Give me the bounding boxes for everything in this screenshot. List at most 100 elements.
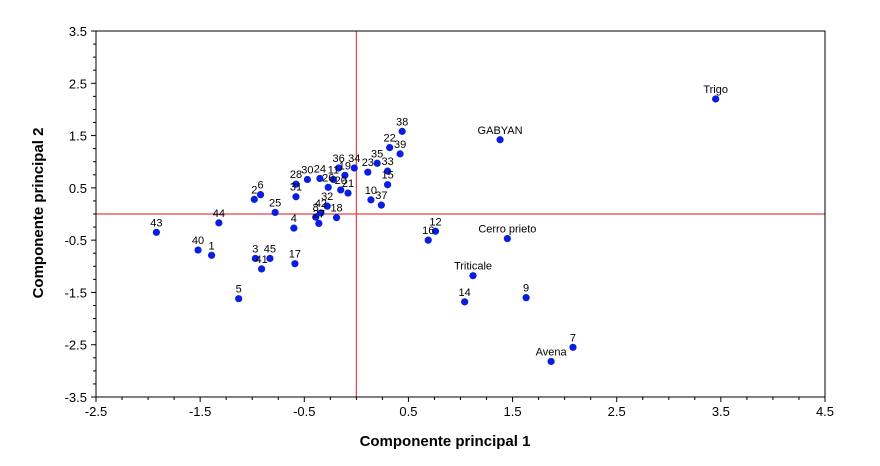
data-point xyxy=(329,175,338,184)
data-point xyxy=(317,209,325,217)
x-tick-label: 2.5 xyxy=(608,404,626,419)
point-label: GABYAN xyxy=(478,125,523,137)
x-tick-label: 4.5 xyxy=(816,404,834,419)
x-tick-label: -2.5 xyxy=(85,404,107,419)
data-point xyxy=(431,227,440,235)
point-label: 45 xyxy=(264,243,276,255)
x-axis-title: Componente principal 1 xyxy=(360,433,531,450)
point-label: 14 xyxy=(459,287,471,299)
data-point xyxy=(384,167,392,175)
data-point xyxy=(424,236,432,244)
data-point xyxy=(384,181,392,189)
data-point xyxy=(350,164,358,172)
axis-ticks: -2.5 -1.5 -0.5 0.5 1.5 2.5 3.5 4.5 3.5 2.5 1.5 0.5 -… xyxy=(65,24,834,419)
data-point xyxy=(323,202,331,210)
data-point xyxy=(398,127,406,135)
data-point xyxy=(256,191,265,199)
data-point xyxy=(712,95,720,103)
data-point xyxy=(344,189,352,197)
point-label: 18 xyxy=(330,203,342,215)
point-label: 15 xyxy=(381,170,393,182)
point-label: 9 xyxy=(523,283,529,295)
data-point xyxy=(291,260,299,268)
point-label: 22 xyxy=(384,133,396,145)
point-label: 24 xyxy=(314,163,326,175)
point-label: 38 xyxy=(396,116,408,128)
data-point xyxy=(496,136,504,144)
point-label: 12 xyxy=(429,216,441,228)
data-point xyxy=(373,159,381,167)
point-label: 21 xyxy=(342,178,354,190)
data-point xyxy=(194,246,202,254)
point-label: 37 xyxy=(375,190,387,202)
point-label: 25 xyxy=(269,197,281,209)
data-point xyxy=(364,168,372,176)
data-point xyxy=(271,208,279,217)
data-point xyxy=(290,224,298,232)
y-tick-label: 2.5 xyxy=(69,76,87,91)
y-tick-label: 1.5 xyxy=(69,129,87,144)
x-tick-label: 0.5 xyxy=(399,404,417,419)
y-axis-title: Componente principal 2 xyxy=(30,128,47,299)
point-label: 3 xyxy=(252,243,258,255)
data-point xyxy=(235,295,243,303)
data-point xyxy=(396,150,404,158)
y-tick-label: 0.5 xyxy=(69,181,87,196)
data-point xyxy=(303,175,312,184)
point-label: 19 xyxy=(339,160,351,172)
point-label: 39 xyxy=(394,139,406,151)
data-point xyxy=(266,254,274,263)
data-point xyxy=(316,174,324,183)
point-label: Cerro prieto xyxy=(478,224,536,236)
point-label: 34 xyxy=(348,153,360,165)
point-label: 35 xyxy=(371,148,383,160)
data-point xyxy=(207,251,216,259)
data-point xyxy=(569,343,577,351)
data-point xyxy=(335,164,343,172)
data-point xyxy=(367,196,375,204)
point-label: 10 xyxy=(365,185,377,197)
y-tick-label: -2.5 xyxy=(65,338,87,353)
reference-lines xyxy=(96,31,825,397)
point-label: 6 xyxy=(257,180,263,192)
data-point xyxy=(152,228,161,236)
point-label: 7 xyxy=(570,332,576,344)
point-label: 1 xyxy=(209,240,215,252)
point-label: 2 xyxy=(251,184,257,196)
data-points xyxy=(152,95,720,366)
data-point xyxy=(547,357,555,366)
point-label: 27 xyxy=(313,208,325,220)
point-label: 8 xyxy=(313,202,319,214)
point-label: 36 xyxy=(333,153,345,165)
data-point xyxy=(461,298,469,306)
point-label: 42 xyxy=(315,198,327,210)
point-label: 31 xyxy=(290,182,302,194)
point-label: Avena xyxy=(536,346,568,358)
point-label: 16 xyxy=(422,225,434,237)
point-label: 28 xyxy=(290,169,302,181)
data-point xyxy=(337,186,345,194)
point-label: 32 xyxy=(321,191,333,203)
point-label: 33 xyxy=(381,156,393,168)
point-label: 17 xyxy=(289,249,301,261)
point-label: 5 xyxy=(236,284,242,296)
y-tick-label: -1.5 xyxy=(65,285,87,300)
data-point xyxy=(324,183,332,191)
data-point xyxy=(312,213,320,221)
point-label: 4 xyxy=(291,213,297,225)
x-tick-label: -0.5 xyxy=(293,404,315,419)
point-label: Trigo xyxy=(703,84,728,96)
data-point xyxy=(215,219,223,227)
data-point xyxy=(250,195,258,203)
data-point xyxy=(257,265,266,273)
y-tick-label: -0.5 xyxy=(65,233,87,248)
data-point xyxy=(522,294,530,302)
point-label: 30 xyxy=(301,164,313,176)
data-point xyxy=(315,219,323,228)
x-tick-label: 3.5 xyxy=(712,404,730,419)
y-tick-label: 3.5 xyxy=(69,24,87,39)
point-label: 23 xyxy=(362,157,374,169)
point-label: Triticale xyxy=(454,261,492,273)
